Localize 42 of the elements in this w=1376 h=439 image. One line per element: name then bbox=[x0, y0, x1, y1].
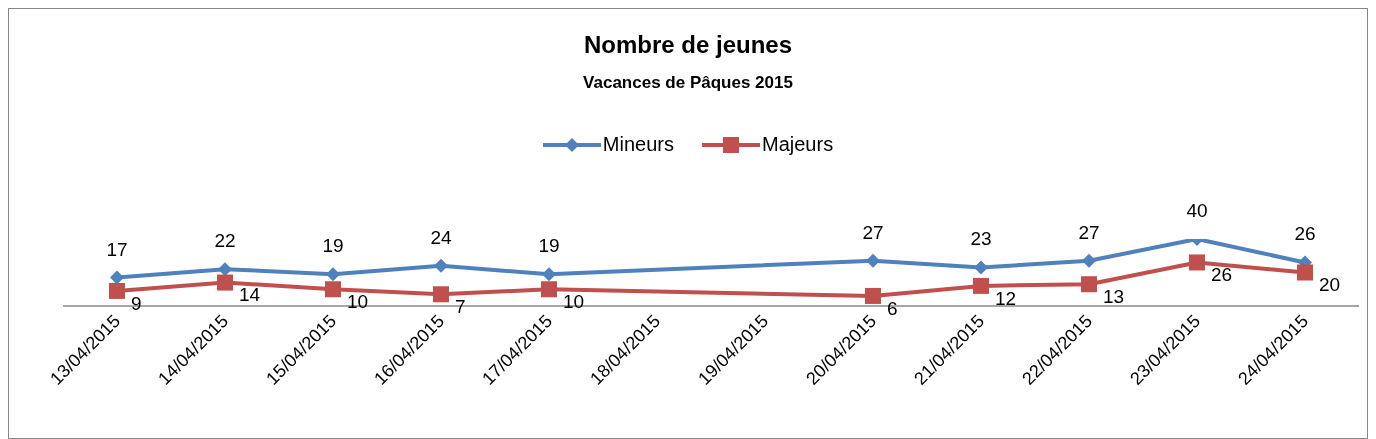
legend-label: Mineurs bbox=[602, 133, 674, 156]
point bbox=[109, 282, 125, 299]
chart-title: Nombre de jeunes bbox=[582, 31, 794, 59]
data-label: 10 bbox=[563, 290, 585, 312]
data-label: 12 bbox=[995, 287, 1017, 309]
point bbox=[433, 286, 449, 303]
point bbox=[866, 253, 880, 268]
point bbox=[973, 277, 989, 294]
point bbox=[110, 270, 124, 285]
data-label: 27 bbox=[862, 221, 884, 243]
point bbox=[217, 274, 233, 291]
data-label: 19 bbox=[538, 235, 560, 257]
point bbox=[1082, 253, 1096, 268]
data-label: 26 bbox=[1294, 223, 1316, 245]
point bbox=[974, 260, 988, 275]
data-label: 6 bbox=[887, 297, 898, 319]
data-label: 17 bbox=[106, 238, 128, 260]
point bbox=[1189, 254, 1205, 271]
data-label: 14 bbox=[239, 284, 261, 306]
legend-label: Majeurs bbox=[762, 133, 834, 156]
point bbox=[218, 262, 232, 277]
point bbox=[865, 287, 881, 304]
data-label: 10 bbox=[347, 290, 369, 312]
point bbox=[434, 258, 448, 273]
point bbox=[1081, 276, 1097, 293]
point bbox=[325, 281, 341, 298]
data-label: 24 bbox=[430, 226, 452, 248]
data-label: 19 bbox=[322, 235, 344, 257]
point bbox=[1297, 264, 1313, 281]
chart-subtitle: Vacances de Pâques 2015 bbox=[582, 73, 794, 93]
point bbox=[541, 281, 557, 298]
data-label: 40 bbox=[1186, 200, 1208, 221]
data-label: 22 bbox=[214, 230, 236, 252]
data-label: 26 bbox=[1211, 264, 1233, 286]
data-label: 7 bbox=[455, 296, 466, 318]
data-label: 27 bbox=[1078, 221, 1100, 243]
point bbox=[542, 267, 556, 282]
point bbox=[326, 267, 340, 282]
data-label: 13 bbox=[1103, 285, 1125, 307]
data-label: 20 bbox=[1319, 274, 1341, 296]
data-label: 23 bbox=[970, 228, 992, 250]
data-label: 9 bbox=[131, 292, 142, 314]
